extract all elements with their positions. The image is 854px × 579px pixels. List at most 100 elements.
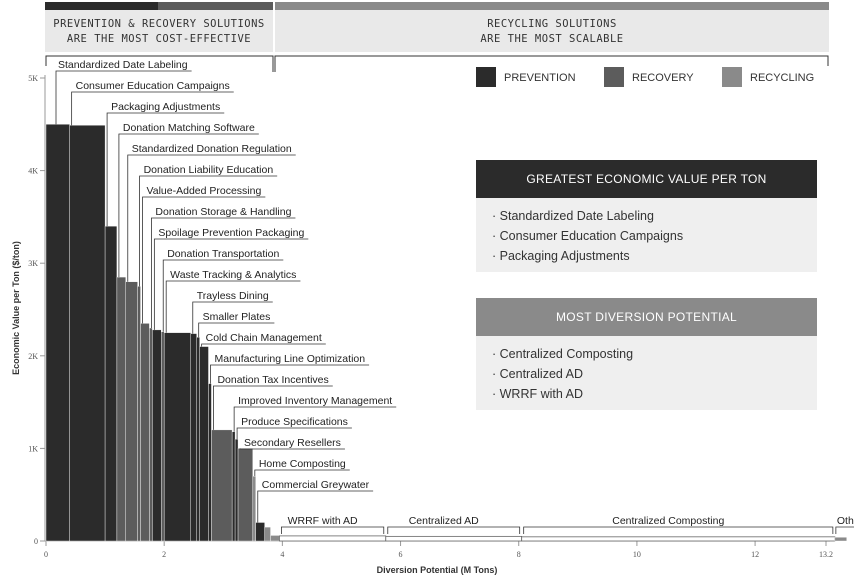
x-tick-label: 8 bbox=[517, 550, 521, 559]
bar-label-leader bbox=[142, 196, 266, 324]
bar bbox=[199, 346, 209, 542]
bar-label-leader bbox=[239, 448, 345, 450]
bar bbox=[252, 475, 256, 542]
bar-label-leader bbox=[139, 175, 278, 287]
bar bbox=[264, 526, 271, 542]
bar-label: Secondary Resellers bbox=[244, 437, 341, 449]
bar-label-leader bbox=[151, 217, 296, 329]
bar-label-leader bbox=[201, 343, 326, 347]
bar-label: Home Composting bbox=[259, 458, 346, 470]
x-tick-label: 2 bbox=[162, 550, 166, 559]
bar bbox=[270, 535, 280, 542]
bar bbox=[211, 429, 233, 542]
bar bbox=[196, 337, 200, 542]
bar-label-bracket bbox=[281, 526, 385, 534]
x-tick-label: 12 bbox=[751, 550, 759, 559]
bar-label-leader bbox=[153, 238, 309, 330]
box-economic-value: GREATEST ECONOMIC VALUE PER TON · Standa… bbox=[476, 160, 817, 272]
bar-label: Packaging Adjustments bbox=[111, 101, 220, 113]
y-tick-label: 1K bbox=[28, 444, 38, 453]
band-right-line2: ARE THE MOST SCALABLE bbox=[480, 33, 623, 45]
y-tick-label: 2K bbox=[28, 352, 38, 361]
box-economic-value-item: · Packaging Adjustments bbox=[492, 249, 630, 263]
bar-label-leader bbox=[210, 364, 370, 384]
bar-label-leader bbox=[162, 259, 284, 332]
legend-swatch-prevention bbox=[476, 67, 496, 87]
legend-label-recycling: RECYCLING bbox=[750, 72, 814, 84]
box-diversion-item: · Centralized AD bbox=[492, 367, 584, 381]
band-left-topbar-recovery bbox=[158, 2, 273, 10]
bar-label: Waste Tracking & Analytics bbox=[170, 269, 296, 281]
bar-label: Donation Storage & Handling bbox=[155, 206, 291, 218]
bar bbox=[69, 125, 106, 542]
x-tick-label: 13.2 bbox=[819, 550, 833, 559]
y-tick-label: 5K bbox=[28, 74, 38, 83]
bar-label: Value-Added Processing bbox=[147, 185, 262, 197]
bar-label: Trayless Dining bbox=[197, 290, 269, 302]
bar bbox=[45, 124, 70, 542]
x-tick-label: 6 bbox=[399, 550, 403, 559]
box-economic-value-item: · Standardized Date Labeling bbox=[492, 209, 654, 223]
legend-label-prevention: PREVENTION bbox=[504, 72, 576, 84]
bar-label: WRRF with AD bbox=[288, 515, 358, 527]
bar-label: Other bbox=[837, 515, 854, 527]
x-tick-label: 10 bbox=[633, 550, 641, 559]
bar-label: Centralized Composting bbox=[612, 515, 724, 527]
box-diversion-title: MOST DIVERSION POTENTIAL bbox=[476, 298, 817, 336]
bar bbox=[149, 327, 153, 542]
bar-label-bracket bbox=[387, 526, 521, 534]
bar-label: Spoilage Prevention Packaging bbox=[158, 227, 304, 239]
x-axis-label: Diversion Potential (M Tons) bbox=[377, 565, 498, 575]
bar bbox=[163, 332, 191, 542]
bar-label: Consumer Education Campaigns bbox=[76, 80, 230, 92]
bar-label: Commercial Greywater bbox=[262, 479, 370, 491]
box-diversion-item: · WRRF with AD bbox=[492, 387, 583, 401]
bar-label: Standardized Donation Regulation bbox=[132, 143, 292, 155]
y-tick-label: 4K bbox=[28, 167, 38, 176]
band-right-line1: RECYCLING SOLUTIONS bbox=[487, 18, 617, 30]
bar-label: Donation Tax Incentives bbox=[217, 374, 328, 386]
bar-label-leader bbox=[198, 322, 275, 338]
bar bbox=[152, 329, 162, 542]
bar bbox=[161, 331, 165, 542]
legend-swatch-recycling bbox=[722, 67, 742, 87]
box-diversion-item: · Centralized Composting bbox=[492, 347, 634, 361]
bar-label-leader bbox=[236, 427, 352, 440]
bar-label: Donation Transportation bbox=[167, 248, 279, 260]
bar bbox=[104, 225, 118, 542]
bar-label-leader bbox=[233, 406, 397, 432]
band-left-topbar-prevention bbox=[45, 2, 158, 10]
bar-label-leader bbox=[165, 280, 301, 333]
bar-label-leader bbox=[118, 133, 259, 278]
bar-label: Cold Chain Management bbox=[206, 332, 322, 344]
bar-label-leader bbox=[257, 490, 374, 523]
x-tick-label: 4 bbox=[280, 550, 284, 559]
bar-label: Improved Inventory Management bbox=[238, 395, 392, 407]
bar bbox=[279, 535, 387, 542]
bar bbox=[255, 522, 265, 542]
y-tick-label: 3K bbox=[28, 259, 38, 268]
bar-label: Manufacturing Line Optimization bbox=[215, 353, 366, 365]
bar bbox=[521, 536, 836, 542]
bar bbox=[385, 535, 523, 542]
box-diversion: MOST DIVERSION POTENTIAL · Centralized C… bbox=[476, 298, 817, 410]
band-left bbox=[45, 10, 273, 52]
bar bbox=[116, 276, 126, 542]
legend-swatch-recovery bbox=[604, 67, 624, 87]
bar-label-leader bbox=[192, 301, 273, 334]
x-tick-label: 0 bbox=[44, 550, 48, 559]
bar bbox=[234, 438, 239, 542]
bar bbox=[208, 383, 212, 542]
bar-label-leader bbox=[127, 154, 296, 282]
bar-label-leader bbox=[254, 469, 350, 477]
bar-label: Donation Liability Education bbox=[144, 164, 274, 176]
bar-label: Centralized AD bbox=[409, 515, 479, 527]
band-right-topbar bbox=[275, 2, 829, 10]
bar-label-leader bbox=[55, 70, 192, 125]
band-left-line1: PREVENTION & RECOVERY SOLUTIONS bbox=[53, 18, 264, 30]
bar bbox=[140, 323, 150, 542]
bar-label-leader bbox=[213, 385, 333, 430]
box-diversion-body: · Centralized Composting · Centralized A… bbox=[476, 336, 817, 410]
bar-label-leader bbox=[106, 112, 225, 227]
